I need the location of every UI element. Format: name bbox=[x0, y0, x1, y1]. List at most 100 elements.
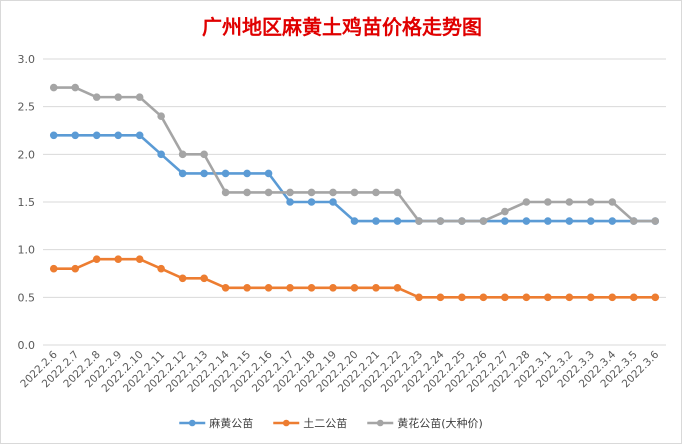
data-point bbox=[71, 83, 80, 92]
data-point bbox=[415, 217, 423, 225]
x-axis-ticks: 2022.2.62022.2.72022.2.82022.2.92022.2.1… bbox=[18, 348, 661, 395]
data-point bbox=[135, 131, 144, 140]
data-point bbox=[587, 293, 595, 302]
data-point bbox=[49, 131, 58, 140]
data-point bbox=[608, 217, 617, 225]
data-point bbox=[221, 169, 230, 178]
data-point bbox=[135, 93, 144, 101]
data-point bbox=[436, 217, 445, 225]
data-point bbox=[243, 188, 251, 197]
legend-item: 土二公苗 bbox=[273, 417, 347, 430]
data-point bbox=[200, 169, 208, 178]
data-point bbox=[372, 217, 380, 225]
data-point bbox=[264, 284, 273, 292]
data-point bbox=[522, 198, 531, 206]
data-point bbox=[135, 255, 144, 264]
legend-swatch-marker bbox=[188, 419, 196, 427]
data-point bbox=[114, 255, 122, 264]
legend-label: 黄花公苗(大种价) bbox=[397, 416, 483, 430]
data-point bbox=[200, 150, 208, 159]
data-point bbox=[565, 217, 574, 225]
data-point bbox=[565, 293, 574, 302]
data-point bbox=[49, 264, 58, 273]
data-point bbox=[372, 188, 380, 197]
y-tick-label: 0.0 bbox=[18, 339, 36, 352]
data-point bbox=[436, 293, 445, 302]
data-point bbox=[286, 284, 294, 292]
data-point bbox=[264, 169, 273, 178]
data-point bbox=[157, 150, 165, 159]
data-point bbox=[286, 198, 294, 206]
data-point bbox=[307, 198, 316, 206]
data-point bbox=[350, 188, 359, 197]
data-point bbox=[501, 293, 509, 302]
data-point bbox=[501, 207, 509, 216]
data-point bbox=[329, 284, 337, 292]
legend-swatch-marker bbox=[376, 419, 384, 427]
legend-swatch-marker bbox=[282, 419, 290, 427]
data-point bbox=[329, 198, 337, 206]
data-point bbox=[157, 264, 165, 273]
data-point bbox=[501, 217, 509, 225]
data-point bbox=[587, 217, 595, 225]
data-point bbox=[393, 217, 402, 225]
data-point bbox=[587, 198, 595, 206]
data-point bbox=[49, 83, 58, 92]
data-point bbox=[178, 169, 187, 178]
data-point bbox=[651, 217, 660, 225]
data-point bbox=[71, 131, 80, 140]
data-point bbox=[200, 274, 208, 283]
legend-item: 麻黄公苗 bbox=[179, 416, 253, 430]
data-point bbox=[522, 293, 531, 302]
data-point bbox=[544, 293, 552, 302]
y-tick-label: 0.5 bbox=[18, 291, 36, 304]
data-point bbox=[221, 284, 230, 292]
data-point bbox=[608, 293, 617, 302]
data-point bbox=[479, 293, 488, 302]
series-group bbox=[49, 83, 660, 302]
data-point bbox=[307, 284, 316, 292]
y-axis-ticks: 0.0 0.5 1.0 1.5 2.0 2.5 3.0 bbox=[18, 53, 36, 352]
data-point bbox=[544, 198, 552, 206]
data-point bbox=[92, 93, 101, 101]
data-point bbox=[178, 150, 187, 159]
data-point bbox=[157, 112, 165, 120]
data-point bbox=[307, 188, 316, 197]
data-point bbox=[544, 217, 552, 225]
data-point bbox=[608, 198, 617, 206]
legend-item: 黄花公苗(大种价) bbox=[367, 416, 483, 430]
data-point bbox=[329, 188, 337, 197]
y-tick-label: 2.0 bbox=[18, 148, 36, 161]
data-point bbox=[92, 255, 101, 264]
data-point bbox=[393, 284, 402, 292]
series-line bbox=[52, 133, 657, 223]
gridlines bbox=[43, 58, 666, 346]
y-tick-label: 1.0 bbox=[18, 244, 36, 257]
data-point bbox=[114, 131, 122, 140]
data-point bbox=[458, 293, 466, 302]
y-tick-label: 3.0 bbox=[18, 53, 36, 66]
series bbox=[49, 83, 660, 225]
data-point bbox=[415, 293, 423, 302]
data-point bbox=[458, 217, 466, 225]
data-point bbox=[350, 284, 359, 292]
data-point bbox=[629, 293, 638, 302]
data-point bbox=[651, 293, 660, 302]
data-point bbox=[372, 284, 380, 292]
data-point bbox=[479, 217, 488, 225]
legend-label: 土二公苗 bbox=[303, 417, 347, 430]
data-point bbox=[264, 188, 273, 197]
data-point bbox=[350, 217, 359, 225]
data-point bbox=[92, 131, 101, 140]
data-point bbox=[629, 217, 638, 225]
data-point bbox=[243, 169, 251, 178]
data-point bbox=[178, 274, 187, 283]
data-point bbox=[221, 188, 230, 197]
chart-title: 广州地区麻黄土鸡苗价格走势图 bbox=[202, 15, 482, 39]
series bbox=[49, 255, 660, 302]
legend: 麻黄公苗 土二公苗 黄花公苗(大种价) bbox=[179, 416, 483, 430]
legend-label: 麻黄公苗 bbox=[209, 416, 253, 430]
y-tick-label: 2.5 bbox=[18, 101, 36, 114]
